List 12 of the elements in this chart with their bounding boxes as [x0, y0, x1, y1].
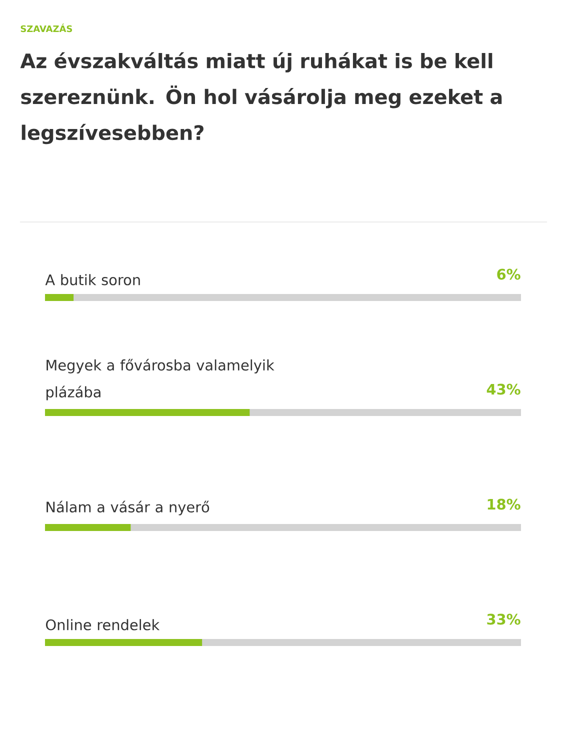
data-label: 33% — [487, 614, 520, 625]
y-tick-label: A butik soron — [45, 274, 140, 286]
data-label: 6% — [497, 268, 520, 280]
data-label: 43% — [486, 384, 520, 395]
y-tick-label: Online rendelek — [46, 619, 160, 630]
bar — [45, 294, 74, 301]
bar — [45, 524, 131, 531]
chart-title: Az évszakváltás miatt új ruhákat is be kell szereznünk. Ön hol vásárolja meg ezeket a legszívesebben? — [20, 52, 502, 144]
y-tick-label: Megyek a fővárosba valamelyik plázába — [46, 358, 274, 400]
chart-subtitle: SZAVAZÁS — [20, 24, 72, 32]
y-tick-label: Nálam a vásár a nyerő — [46, 500, 210, 516]
data-label: 18% — [488, 498, 520, 510]
